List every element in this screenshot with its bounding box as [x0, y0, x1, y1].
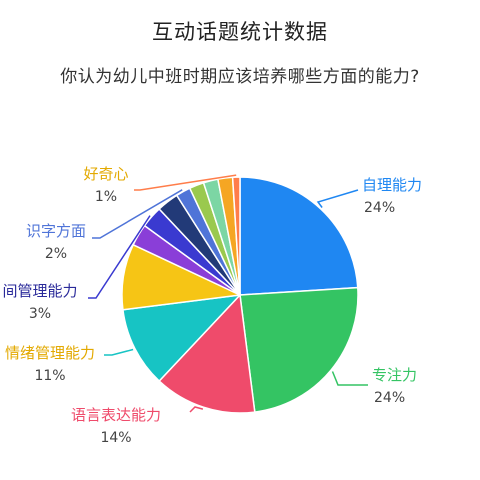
pie-slice — [231, 176, 241, 296]
slice-label: 情绪管理能力 — [5, 344, 95, 362]
slice-percent-label: 11% — [34, 368, 65, 384]
pie-slice — [158, 293, 256, 414]
leader-line — [331, 371, 368, 386]
slice-percent-label: 1% — [95, 189, 117, 205]
slice-percent-label: 3% — [29, 306, 51, 322]
slice-percent-label: 24% — [374, 390, 405, 406]
chart-subtitle: 你认为幼儿中班时期应该培养哪些方面的能力? — [60, 67, 420, 87]
slice-percent-label: 2% — [45, 246, 67, 262]
leader-line — [316, 189, 359, 208]
pie-slice — [122, 293, 242, 383]
pie-slice — [239, 286, 359, 413]
leader-line — [104, 348, 134, 356]
slice-label: 间管理能力 — [2, 282, 77, 300]
leader-line — [88, 215, 151, 299]
slice-label: 专注力 — [372, 366, 417, 384]
slice-label: 识字方面 — [26, 222, 86, 240]
slice-label: 好奇心 — [83, 165, 128, 183]
leader-line — [134, 174, 237, 191]
slice-percent-label: 14% — [100, 430, 131, 446]
leader-line — [189, 406, 204, 413]
slice-percent-label: 24% — [364, 200, 395, 216]
chart-title: 互动话题统计数据 — [152, 20, 328, 44]
slice-label: 自理能力 — [362, 176, 422, 194]
leader-line — [92, 189, 183, 239]
slice-label: 语言表达能力 — [71, 406, 161, 424]
pie-slice — [239, 176, 359, 296]
